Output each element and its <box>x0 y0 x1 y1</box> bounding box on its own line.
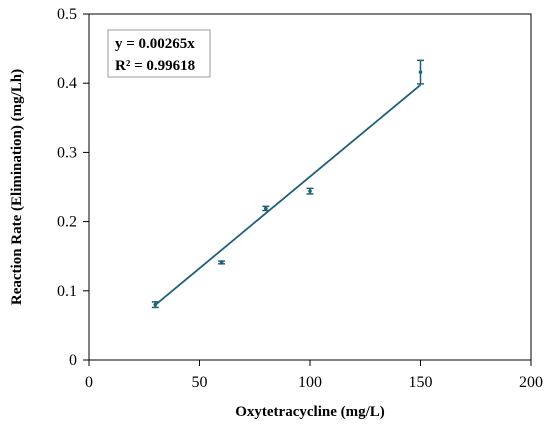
trendline <box>154 84 422 306</box>
y-tick-label: 0.4 <box>57 75 77 92</box>
trendline-layer <box>154 84 422 306</box>
data-point <box>417 59 424 85</box>
data-marker <box>264 206 268 211</box>
x-tick-label: 100 <box>298 374 322 391</box>
x-tick-label: 150 <box>409 374 433 391</box>
equation-text: y = 0.00265x <box>115 36 195 52</box>
y-tick-label: 0.2 <box>57 214 77 231</box>
x-tick-label: 200 <box>519 374 543 391</box>
data-marker <box>418 70 423 74</box>
data-marker <box>153 302 158 307</box>
y-tick-label: 0.5 <box>57 6 77 23</box>
y-tick-label: 0.1 <box>57 283 77 300</box>
data-points <box>151 59 424 309</box>
data-marker <box>219 260 224 265</box>
equation-box-frame <box>107 29 211 78</box>
axis-ticks: 0 50 100 150 200 0 0.1 0.2 0.3 0.4 0.5 <box>57 6 543 391</box>
y-tick-label: 0 <box>69 352 77 369</box>
data-marker <box>308 189 312 193</box>
x-tick-label: 50 <box>192 374 208 391</box>
x-axis-title: Oxytetracycline (mg/L) <box>235 404 385 420</box>
data-point <box>306 187 314 195</box>
y-tick-label: 0.3 <box>57 144 77 161</box>
equation-box: y = 0.00265x R² = 0.99618 <box>107 29 211 78</box>
data-point <box>218 260 226 265</box>
r-squared-text: R² = 0.99618 <box>115 58 195 74</box>
y-axis-title: Reaction Rate (Elimination) (mg/Lh) <box>9 69 25 305</box>
data-point <box>262 205 270 212</box>
data-point <box>151 301 159 309</box>
x-tick-label: 0 <box>85 374 93 391</box>
